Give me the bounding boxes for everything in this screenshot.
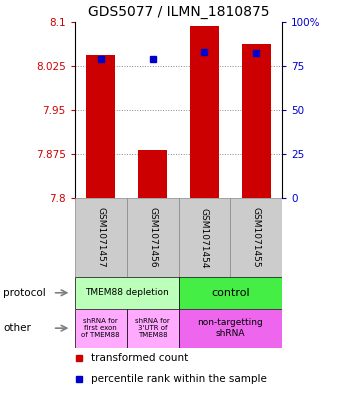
Bar — [86, 55, 115, 198]
Bar — [242, 44, 271, 198]
Title: GDS5077 / ILMN_1810875: GDS5077 / ILMN_1810875 — [88, 5, 269, 19]
Text: GSM1071456: GSM1071456 — [148, 208, 157, 268]
Text: non-targetting
shRNA: non-targetting shRNA — [198, 318, 263, 338]
Text: control: control — [211, 288, 250, 298]
Bar — [231, 198, 282, 277]
Text: shRNA for
3'UTR of
TMEM88: shRNA for 3'UTR of TMEM88 — [135, 318, 170, 338]
Text: GSM1071457: GSM1071457 — [96, 208, 105, 268]
Bar — [178, 309, 282, 348]
Bar — [138, 150, 167, 198]
Text: transformed count: transformed count — [91, 353, 189, 363]
Bar — [75, 309, 126, 348]
Text: shRNA for
first exon
of TMEM88: shRNA for first exon of TMEM88 — [81, 318, 120, 338]
Text: percentile rank within the sample: percentile rank within the sample — [91, 374, 267, 384]
Text: protocol: protocol — [3, 288, 46, 298]
Bar — [126, 198, 178, 277]
Bar — [178, 198, 231, 277]
Text: TMEM88 depletion: TMEM88 depletion — [85, 288, 169, 297]
Bar — [178, 277, 282, 309]
Text: GSM1071454: GSM1071454 — [200, 208, 209, 268]
Bar — [75, 277, 178, 309]
Text: GSM1071455: GSM1071455 — [252, 208, 261, 268]
Bar — [190, 26, 219, 198]
Text: other: other — [3, 323, 31, 333]
Bar — [126, 309, 178, 348]
Bar — [75, 198, 126, 277]
